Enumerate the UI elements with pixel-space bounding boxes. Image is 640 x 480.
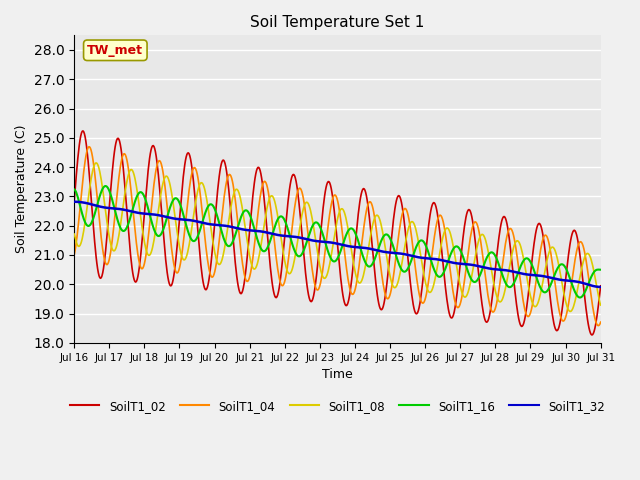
SoilT1_32 xyxy=(70,199,78,204)
SoilT1_02 xyxy=(216,168,224,174)
SoilT1_04 xyxy=(595,323,602,328)
SoilT1_16 xyxy=(577,295,584,300)
SoilT1_02 xyxy=(188,166,196,172)
Text: TW_met: TW_met xyxy=(87,44,143,57)
Legend: SoilT1_02, SoilT1_04, SoilT1_08, SoilT1_16, SoilT1_32: SoilT1_02, SoilT1_04, SoilT1_08, SoilT1_… xyxy=(65,395,610,417)
SoilT1_02 xyxy=(79,128,87,134)
SoilT1_16 xyxy=(135,191,143,196)
SoilT1_02 xyxy=(135,270,143,276)
SoilT1_32 xyxy=(215,222,223,228)
SoilT1_08 xyxy=(216,262,224,267)
SoilT1_08 xyxy=(135,198,143,204)
Line: SoilT1_16: SoilT1_16 xyxy=(74,186,601,298)
Y-axis label: Soil Temperature (C): Soil Temperature (C) xyxy=(15,125,28,253)
X-axis label: Time: Time xyxy=(322,368,353,381)
SoilT1_32 xyxy=(401,252,409,257)
SoilT1_04 xyxy=(597,319,605,325)
SoilT1_16 xyxy=(417,238,425,243)
SoilT1_04 xyxy=(85,144,93,150)
SoilT1_08 xyxy=(80,228,88,234)
SoilT1_32 xyxy=(188,217,195,223)
SoilT1_02 xyxy=(70,199,78,205)
SoilT1_16 xyxy=(70,187,78,192)
SoilT1_08 xyxy=(417,256,425,262)
SoilT1_16 xyxy=(80,216,88,221)
SoilT1_16 xyxy=(597,267,605,273)
SoilT1_32 xyxy=(417,255,424,261)
SoilT1_08 xyxy=(70,231,78,237)
SoilT1_16 xyxy=(102,183,109,189)
SoilT1_32 xyxy=(80,200,88,205)
SoilT1_08 xyxy=(92,160,100,166)
SoilT1_04 xyxy=(417,299,425,304)
Line: SoilT1_04: SoilT1_04 xyxy=(74,147,601,325)
SoilT1_08 xyxy=(188,223,196,229)
SoilT1_04 xyxy=(188,169,196,175)
SoilT1_16 xyxy=(216,223,224,228)
Title: Soil Temperature Set 1: Soil Temperature Set 1 xyxy=(250,15,424,30)
SoilT1_08 xyxy=(597,302,605,308)
SoilT1_16 xyxy=(402,268,410,274)
SoilT1_32 xyxy=(597,284,605,290)
SoilT1_02 xyxy=(81,131,88,137)
Line: SoilT1_32: SoilT1_32 xyxy=(74,202,601,287)
SoilT1_04 xyxy=(80,169,88,175)
SoilT1_02 xyxy=(597,283,605,288)
SoilT1_32 xyxy=(134,210,141,216)
Line: SoilT1_08: SoilT1_08 xyxy=(74,163,601,312)
SoilT1_08 xyxy=(566,309,573,314)
SoilT1_02 xyxy=(402,234,410,240)
SoilT1_08 xyxy=(402,237,410,243)
SoilT1_02 xyxy=(588,332,596,338)
SoilT1_04 xyxy=(216,232,224,238)
SoilT1_02 xyxy=(417,291,425,297)
SoilT1_04 xyxy=(70,252,78,258)
SoilT1_04 xyxy=(402,206,410,212)
SoilT1_04 xyxy=(135,256,143,262)
Line: SoilT1_02: SoilT1_02 xyxy=(74,131,601,335)
SoilT1_16 xyxy=(188,237,196,243)
